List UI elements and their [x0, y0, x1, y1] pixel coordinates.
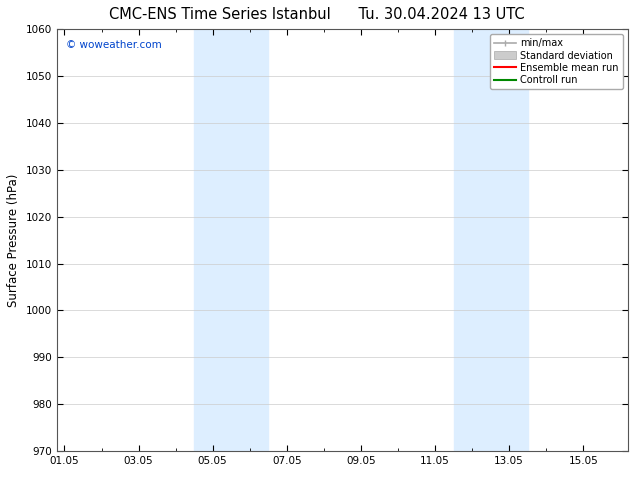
Legend: min/max, Standard deviation, Ensemble mean run, Controll run: min/max, Standard deviation, Ensemble me… — [490, 34, 623, 89]
Y-axis label: Surface Pressure (hPa): Surface Pressure (hPa) — [8, 173, 20, 307]
Text: © woweather.com: © woweather.com — [66, 40, 162, 50]
Bar — [453, 29, 527, 451]
Text: CMC-ENS Time Series Istanbul      Tu. 30.04.2024 13 UTC: CMC-ENS Time Series Istanbul Tu. 30.04.2… — [109, 7, 525, 23]
Bar — [194, 29, 268, 451]
